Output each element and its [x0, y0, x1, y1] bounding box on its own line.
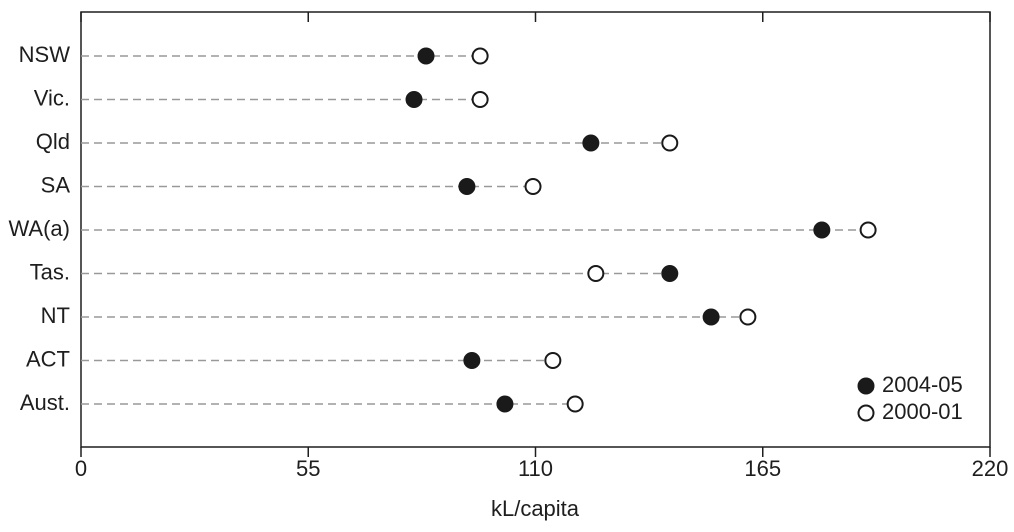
dot: [859, 221, 877, 239]
dot: [661, 265, 679, 282]
dot: [739, 308, 757, 326]
dot: [544, 352, 562, 369]
y-tick-label: ACT: [26, 346, 70, 371]
dot: [463, 352, 481, 369]
legend-marker: [857, 404, 875, 422]
x-tick-label: 220: [972, 456, 1009, 481]
legend-label: 2000-01: [882, 399, 963, 424]
x-tick-label: 165: [744, 456, 781, 481]
dot: [496, 395, 514, 413]
x-tick-label: 0: [75, 456, 87, 481]
dot: [661, 134, 679, 152]
dot: [702, 308, 720, 326]
y-tick-label: Vic.: [34, 85, 70, 110]
dot: [524, 178, 542, 195]
y-tick-label: SA: [41, 172, 71, 197]
dot: [813, 221, 831, 239]
y-tick-label: Qld: [36, 129, 70, 154]
dot: [582, 134, 600, 152]
dot: [405, 91, 423, 108]
legend-marker: [857, 377, 875, 395]
x-axis-label: kL/capita: [491, 496, 580, 521]
dot: [587, 265, 605, 282]
legend-label: 2004-05: [882, 372, 963, 397]
dot: [566, 395, 584, 413]
dot: [417, 47, 435, 65]
y-tick-label: NSW: [19, 42, 71, 67]
y-tick-label: NT: [41, 303, 70, 328]
x-tick-label: 110: [518, 456, 553, 481]
dot: [458, 178, 476, 195]
x-tick-label: 55: [296, 456, 320, 481]
y-tick-label: WA(a): [8, 216, 70, 241]
dot: [471, 91, 489, 108]
y-tick-label: Aust.: [20, 390, 70, 415]
dot: [471, 47, 489, 65]
y-tick-label: Tas.: [30, 259, 70, 284]
